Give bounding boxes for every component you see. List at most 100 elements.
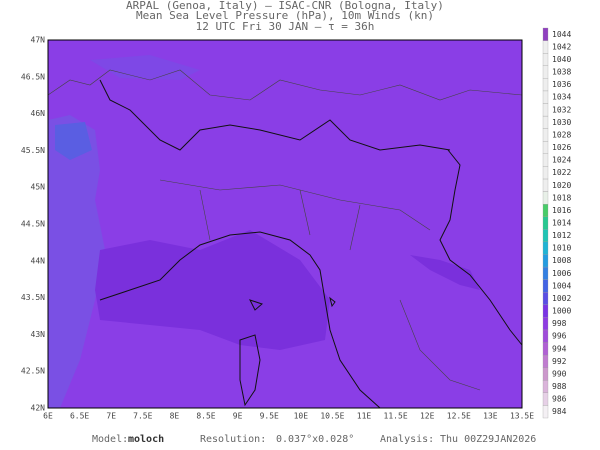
lat-label: 44.5N: [21, 220, 45, 229]
colorbar-swatch: [542, 128, 549, 142]
footer-label: Resolution:: [200, 434, 266, 445]
lon-label: 13.5E: [510, 412, 534, 421]
map-frame: [47, 39, 523, 409]
colorbar-swatch: [542, 317, 549, 331]
colorbar-label: 1040: [552, 55, 571, 64]
colorbar-label: 1026: [552, 143, 571, 152]
colorbar-swatch: [542, 254, 549, 268]
colorbar-label: 1014: [552, 219, 571, 228]
colorbar-label: 1036: [552, 80, 571, 89]
colorbar-label: 998: [552, 319, 567, 328]
colorbar-label: 992: [552, 357, 567, 366]
lon-label: 12E: [420, 412, 435, 421]
colorbar-swatch: [542, 329, 549, 343]
coastline: [439, 149, 523, 346]
colorbar-swatch: [542, 354, 549, 368]
colorbar-swatch: [542, 342, 549, 356]
colorbar-swatch: [542, 103, 549, 117]
lat-label: 43N: [31, 330, 46, 339]
colorbar-swatch: [542, 40, 549, 54]
colorbar-label: 1022: [552, 168, 571, 177]
colorbar-label: 986: [552, 395, 567, 404]
island: [249, 296, 336, 311]
colorbar-label: 1010: [552, 244, 571, 253]
lon-label: 7E: [106, 412, 116, 421]
border: [47, 69, 523, 101]
colorbar-label: 1028: [552, 130, 571, 139]
lat-label: 44N: [31, 256, 46, 265]
lat-label: 43.5N: [21, 293, 45, 302]
colorbar-label: 1030: [552, 118, 571, 127]
map-field: [410, 255, 480, 290]
colorbar-swatch: [542, 405, 549, 419]
lat-label: 46N: [31, 109, 46, 118]
colorbar-label: 1024: [552, 156, 571, 165]
lat-label: 46.5N: [21, 72, 45, 81]
colorbar-swatch: [542, 153, 549, 167]
colorbar-label: 1002: [552, 294, 571, 303]
colorbar-swatch: [542, 292, 549, 305]
lon-label: 13E: [483, 412, 498, 421]
lon-label: 8.5E: [196, 412, 215, 421]
colorbar-label: 1032: [552, 105, 571, 114]
map-field: [48, 40, 522, 408]
colorbar-swatch: [542, 367, 549, 381]
colorbar-swatch: [542, 191, 549, 205]
colorbar-label: 1004: [552, 281, 571, 290]
lon-label: 6.5E: [70, 412, 89, 421]
lon-label: 8E: [170, 412, 180, 421]
footer-value: 0.037°x0.028°: [276, 434, 354, 445]
colorbar-swatch: [542, 279, 549, 293]
colorbar-swatch: [542, 216, 549, 230]
lat-label: 45.5N: [21, 146, 45, 155]
lat-label: 45N: [31, 183, 46, 192]
colorbar-swatch: [542, 78, 549, 92]
colorbar-label: 1008: [552, 256, 571, 265]
map-field: [48, 115, 105, 408]
border: [99, 79, 451, 151]
colorbar-swatch: [542, 241, 549, 255]
coastline: [99, 231, 381, 409]
colorbar-label: 1020: [552, 181, 571, 190]
colorbar-label: 1000: [552, 307, 571, 316]
footer-label: Model:: [92, 434, 128, 445]
lat-label: 42.5N: [21, 367, 45, 376]
colorbar-label: 984: [552, 407, 567, 416]
colorbar-label: 1044: [552, 30, 571, 39]
colorbar-swatch: [542, 380, 549, 393]
map-field: [55, 122, 92, 160]
colorbar-swatch: [542, 203, 549, 217]
map-field: [95, 230, 330, 350]
colorbar-label: 994: [552, 344, 567, 353]
colorbar-swatch: [542, 115, 549, 129]
colorbar-swatch: [542, 27, 549, 41]
colorbar-label: 1016: [552, 206, 571, 215]
colorbar-swatch: [542, 166, 549, 180]
lon-label: 10E: [294, 412, 309, 421]
lon-label: 11.5E: [384, 412, 408, 421]
lon-label: 6E: [43, 412, 53, 421]
footer-label: Analysis:: [380, 434, 434, 445]
lon-label: 7.5E: [133, 412, 152, 421]
colorbar-swatch: [542, 178, 549, 192]
colorbar-label: 1006: [552, 269, 571, 278]
colorbar-label: 1012: [552, 231, 571, 240]
lon-label: 11E: [357, 412, 372, 421]
colorbar-label: 1034: [552, 93, 571, 102]
region-border: [159, 179, 481, 391]
header-line: 12 UTC Fri 30 JAN – τ = 36h: [196, 20, 375, 33]
colorbar-label: 1018: [552, 193, 571, 202]
map-field: [90, 55, 200, 80]
header-line: ARPAL (Genoa, Italy) – ISAC-CNR (Bologna…: [126, 0, 444, 12]
colorbar-label: 996: [552, 332, 567, 341]
colorbar-label: 988: [552, 382, 567, 391]
lon-label: 9E: [233, 412, 243, 421]
lon-label: 12.5E: [447, 412, 471, 421]
colorbar-swatch: [542, 304, 549, 318]
colorbar-swatch: [542, 141, 549, 154]
lat-label: 47N: [31, 36, 46, 45]
colorbar-swatch: [542, 90, 549, 104]
footer-value: Thu 00Z29JAN2026: [440, 434, 536, 445]
colorbar-swatch: [542, 65, 549, 79]
coastline: [239, 334, 261, 407]
